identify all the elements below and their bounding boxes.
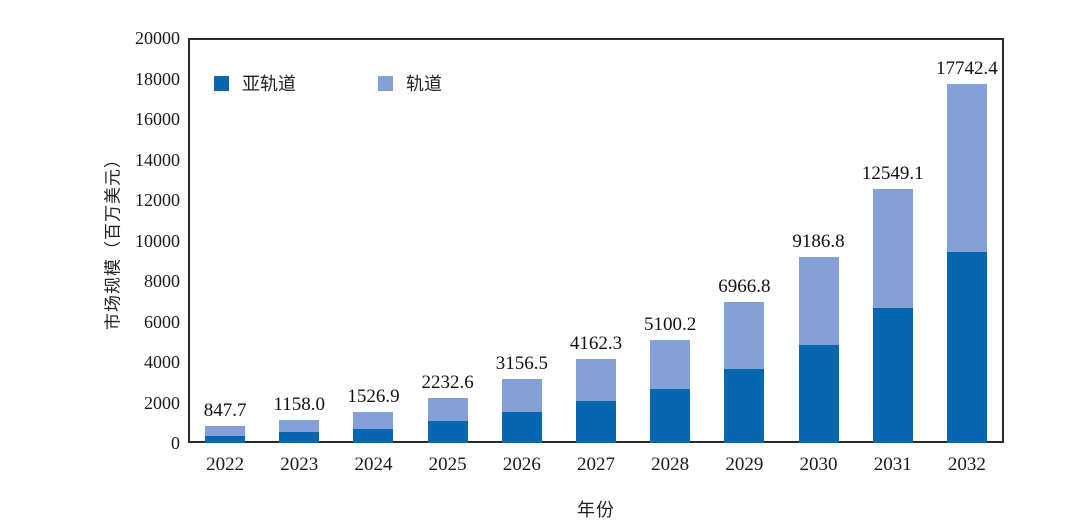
x-tick-label: 2023 (280, 454, 319, 475)
bar-total-label: 5100.2 (644, 313, 697, 335)
legend: 亚轨道 轨道 (214, 70, 442, 96)
x-tick-label: 2029 (725, 454, 764, 475)
bar-segment-亚轨道-2028 (650, 388, 691, 443)
bar-segment-轨道-2025 (427, 397, 468, 422)
bar-segment-亚轨道-2024 (353, 428, 394, 443)
bar-total-label: 847.7 (203, 399, 247, 421)
bar-segment-轨道-2030 (798, 256, 839, 345)
bar-total-label: 4162.3 (569, 332, 623, 354)
bar-segment-亚轨道-2031 (872, 308, 913, 443)
x-tick-label: 2025 (428, 454, 467, 475)
bar-segment-亚轨道-2027 (576, 400, 616, 443)
bar-segment-亚轨道-2023 (279, 432, 320, 443)
bar-total-label: 1526.9 (347, 386, 400, 408)
bar-segment-轨道-2028 (650, 339, 691, 389)
bar-segment-轨道-2027 (576, 358, 616, 401)
x-tick-label: 2022 (206, 454, 245, 475)
bar-segment-亚轨道-2025 (427, 421, 468, 443)
bar-segment-轨道-2024 (353, 412, 394, 429)
bar-total-label: 9186.8 (792, 230, 845, 252)
y-tick-label: 12000 (135, 190, 180, 210)
y-tick-label: 8000 (144, 271, 180, 291)
bar-segment-亚轨道-2030 (798, 344, 839, 443)
bar-total-label: 1158.0 (273, 393, 326, 415)
x-tick-label: 2031 (873, 454, 912, 475)
y-tick-label: 6000 (144, 311, 180, 332)
bar-total-label: 3156.5 (495, 353, 548, 375)
bar-segment-亚轨道-2022 (205, 435, 246, 443)
legend-swatch-icon (378, 75, 393, 91)
y-tick-label: 16000 (135, 109, 180, 129)
x-tick-label: 2030 (799, 454, 838, 475)
x-tick-label: 2032 (947, 454, 986, 475)
y-tick-label: 14000 (135, 149, 180, 170)
legend-item-轨道: 轨道 (378, 70, 442, 96)
x-axis-title: 年份 (577, 500, 615, 520)
legend-swatch-icon (214, 75, 229, 91)
bar-segment-亚轨道-2029 (724, 369, 765, 443)
legend-label: 轨道 (406, 74, 442, 94)
bar-total-label: 6966.8 (718, 275, 771, 297)
legend-label: 亚轨道 (242, 74, 296, 94)
y-tick-label: 18000 (135, 68, 180, 89)
x-tick-label: 2024 (354, 454, 393, 475)
y-tick-label: 10000 (135, 230, 180, 251)
y-tick-label: 2000 (144, 392, 180, 413)
x-tick-label: 2026 (502, 454, 541, 475)
bar-segment-轨道-2022 (205, 425, 246, 436)
bar-segment-轨道-2032 (946, 83, 987, 253)
bar-segment-轨道-2023 (279, 419, 320, 433)
bar-total-label: 17742.4 (936, 57, 998, 79)
bar-segment-轨道-2026 (501, 379, 542, 412)
x-tick-label: 2028 (651, 454, 690, 475)
y-tick-label: 0 (171, 433, 180, 453)
bar-segment-轨道-2029 (724, 301, 765, 370)
bar-segment-轨道-2031 (872, 188, 913, 309)
bar-segment-亚轨道-2026 (501, 411, 542, 443)
bar-total-label: 2232.6 (421, 371, 474, 393)
legend-item-亚轨道: 亚轨道 (214, 70, 296, 96)
y-tick-label: 20000 (135, 28, 180, 48)
bar-segment-亚轨道-2032 (946, 252, 987, 443)
bar-total-label: 12549.1 (861, 162, 924, 184)
x-tick-label: 2027 (577, 454, 615, 475)
y-tick-label: 4000 (144, 352, 180, 372)
